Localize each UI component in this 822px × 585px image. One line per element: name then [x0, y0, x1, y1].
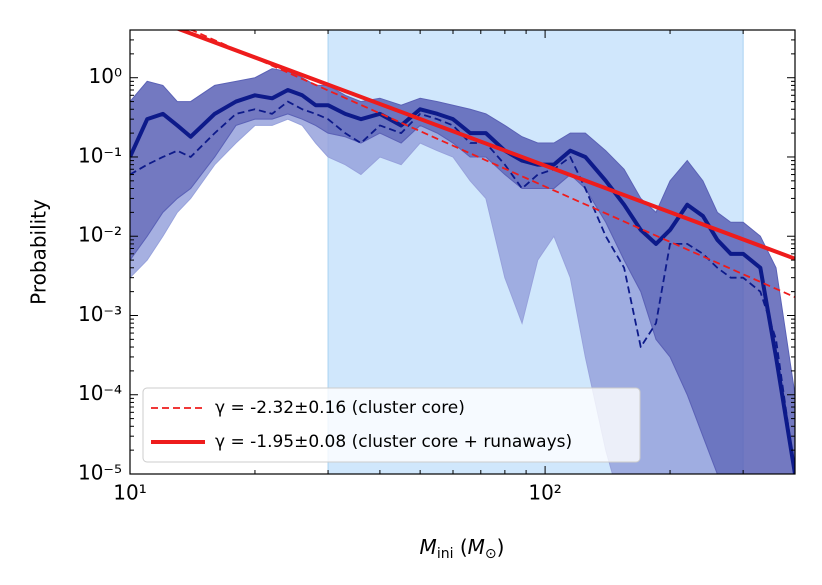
x-tick-label: 10¹ — [113, 481, 146, 505]
median-curve — [130, 100, 795, 474]
y-tick-label: 10⁻³ — [78, 302, 122, 326]
y-tick-label: 10⁰ — [89, 64, 122, 88]
y-tick-label: 10⁻⁴ — [78, 381, 122, 405]
legend-label: γ = -2.32±0.16 (cluster core) — [215, 398, 465, 418]
x-tick-label: 10² — [528, 481, 561, 505]
y-tick-label: 10⁻² — [78, 223, 122, 247]
x-axis-label: Mini (M⊙) — [420, 535, 505, 563]
axes-frame — [129, 29, 796, 475]
power-law-fit — [175, 30, 795, 261]
median-curve — [130, 87, 795, 474]
legend-label: γ = -1.95±0.08 (cluster core + runaways) — [215, 432, 572, 452]
y-tick-label: 10⁻⁵ — [78, 461, 122, 485]
y-tick-label: 10⁻¹ — [78, 143, 122, 167]
y-axis-label: Probability — [27, 199, 51, 305]
legend-box — [142, 387, 641, 463]
